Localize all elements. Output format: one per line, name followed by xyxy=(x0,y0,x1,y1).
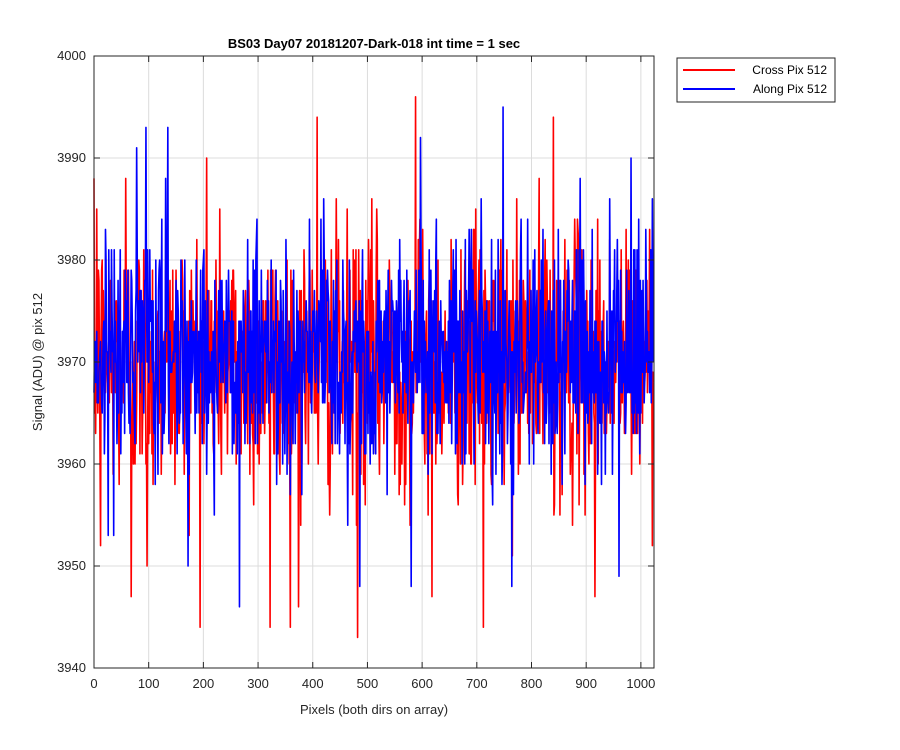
chart-title: BS03 Day07 20181207-Dark-018 int time = … xyxy=(228,36,520,51)
y-tick-label: 3950 xyxy=(57,558,86,573)
series-layer xyxy=(93,96,655,639)
legend-entry-label: Along Pix 512 xyxy=(753,82,827,96)
y-axis-label: Signal (ADU) @ pix 512 xyxy=(30,293,45,431)
x-tick-label: 200 xyxy=(193,676,215,691)
y-tick-label: 3980 xyxy=(57,252,86,267)
y-tick-label: 3960 xyxy=(57,456,86,471)
x-axis-label: Pixels (both dirs on array) xyxy=(300,702,448,717)
x-tick-label: 0 xyxy=(90,676,97,691)
y-tick-label: 3990 xyxy=(57,150,86,165)
x-tick-label: 700 xyxy=(466,676,488,691)
legend-box xyxy=(676,57,836,103)
x-tick-label: 400 xyxy=(302,676,324,691)
legend-entry-label: Cross Pix 512 xyxy=(752,63,827,77)
y-tick-label: 4000 xyxy=(57,48,86,63)
ticks: 0 100 200 300 400 500 600 700 800 900 1000 3940 3950… xyxy=(57,48,655,691)
series-line-along xyxy=(93,106,655,608)
legend: Cross Pix 512 Along Pix 512 xyxy=(676,57,836,103)
x-tick-label: 800 xyxy=(521,676,543,691)
y-tick-label: 3970 xyxy=(57,354,86,369)
x-tick-label: 1000 xyxy=(626,676,655,691)
x-tick-label: 600 xyxy=(411,676,433,691)
x-tick-label: 500 xyxy=(357,676,379,691)
x-tick-label: 900 xyxy=(575,676,597,691)
x-tick-label: 300 xyxy=(247,676,269,691)
y-tick-label: 3940 xyxy=(57,660,86,675)
x-tick-label: 100 xyxy=(138,676,160,691)
